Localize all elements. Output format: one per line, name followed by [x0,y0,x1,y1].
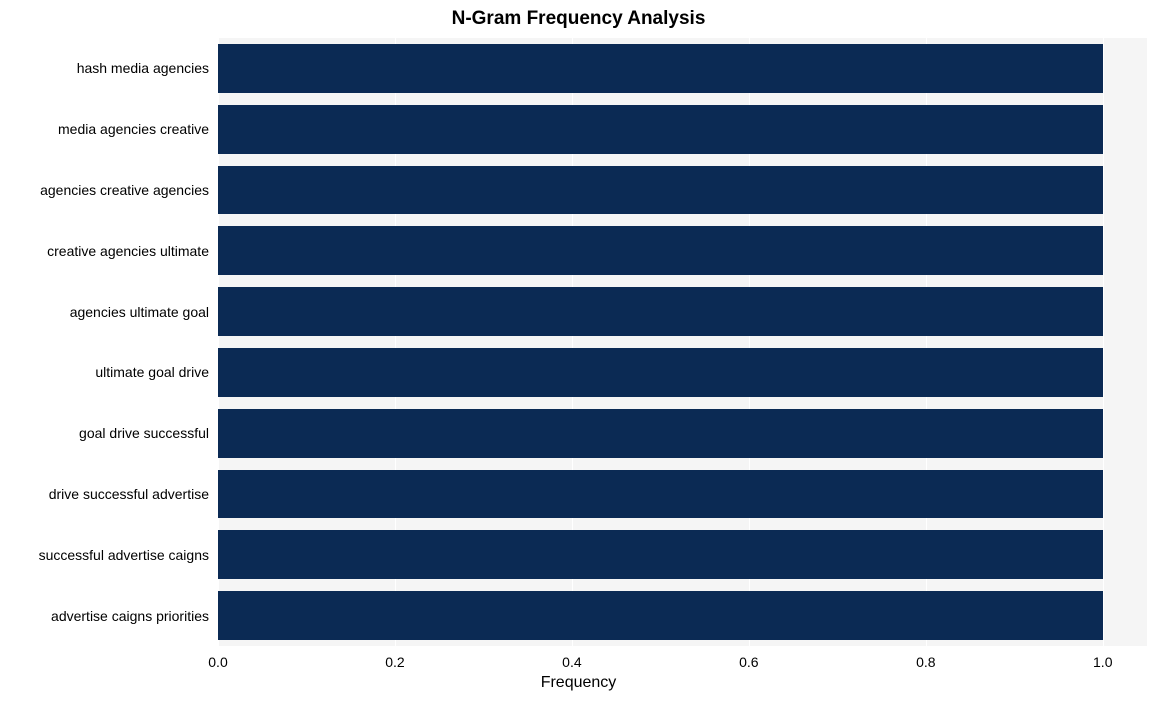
bar [218,105,1103,154]
x-tick-label: 1.0 [1093,654,1112,670]
y-tick-label: successful advertise caigns [9,547,209,563]
y-tick-label: agencies ultimate goal [9,304,209,320]
y-tick-label: agencies creative agencies [9,182,209,198]
y-tick-label: advertise caigns priorities [9,608,209,624]
bar [218,226,1103,275]
ngram-chart: N-Gram Frequency Analysis hash media age… [0,0,1157,701]
y-tick-label: hash media agencies [9,60,209,76]
y-tick-label: media agencies creative [9,121,209,137]
y-tick-label: drive successful advertise [9,486,209,502]
x-tick-label: 0.8 [916,654,935,670]
plot-area [218,38,1147,646]
bar [218,530,1103,579]
bar [218,166,1103,215]
bar [218,287,1103,336]
bar [218,44,1103,93]
x-axis-label: Frequency [0,674,1157,692]
y-tick-label: ultimate goal drive [9,364,209,380]
gridline [1103,38,1104,646]
x-tick-label: 0.4 [562,654,581,670]
bar [218,470,1103,519]
bar [218,591,1103,640]
chart-title: N-Gram Frequency Analysis [0,8,1157,30]
x-tick-label: 0.2 [385,654,404,670]
bar [218,348,1103,397]
x-tick-label: 0.6 [739,654,758,670]
y-tick-label: creative agencies ultimate [9,243,209,259]
y-tick-label: goal drive successful [9,425,209,441]
x-tick-label: 0.0 [208,654,227,670]
bar [218,409,1103,458]
